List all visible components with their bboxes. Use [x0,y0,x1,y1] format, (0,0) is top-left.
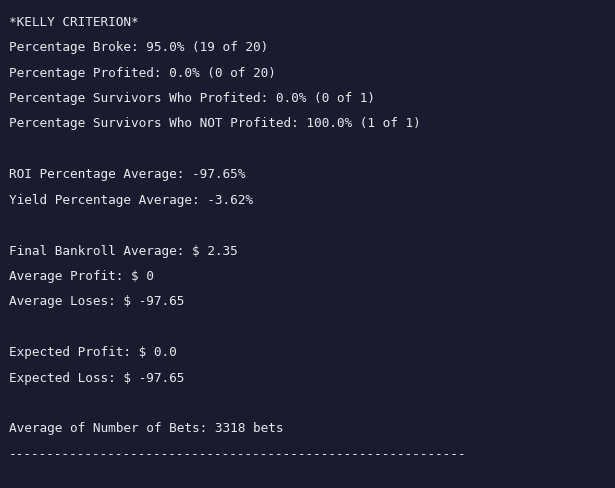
Text: Percentage Survivors Who NOT Profited: 100.0% (1 of 1): Percentage Survivors Who NOT Profited: 1… [9,117,421,130]
Text: *KELLY CRITERION*: *KELLY CRITERION* [9,16,139,29]
Text: Yield Percentage Average: -3.62%: Yield Percentage Average: -3.62% [9,193,253,206]
Text: Average of Number of Bets: 3318 bets: Average of Number of Bets: 3318 bets [9,422,284,435]
Text: Percentage Survivors Who Profited: 0.0% (0 of 1): Percentage Survivors Who Profited: 0.0% … [9,92,375,105]
Text: Average Loses: $ -97.65: Average Loses: $ -97.65 [9,295,184,308]
Text: Expected Profit: $ 0.0: Expected Profit: $ 0.0 [9,346,177,359]
Text: Final Bankroll Average: $ 2.35: Final Bankroll Average: $ 2.35 [9,244,238,257]
Text: Average Profit: $ 0: Average Profit: $ 0 [9,269,154,283]
Text: Percentage Profited: 0.0% (0 of 20): Percentage Profited: 0.0% (0 of 20) [9,66,276,80]
Text: ROI Percentage Average: -97.65%: ROI Percentage Average: -97.65% [9,168,245,181]
Text: ------------------------------------------------------------: ----------------------------------------… [9,447,467,460]
Text: Expected Loss: $ -97.65: Expected Loss: $ -97.65 [9,371,184,384]
Text: Percentage Broke: 95.0% (19 of 20): Percentage Broke: 95.0% (19 of 20) [9,41,269,54]
